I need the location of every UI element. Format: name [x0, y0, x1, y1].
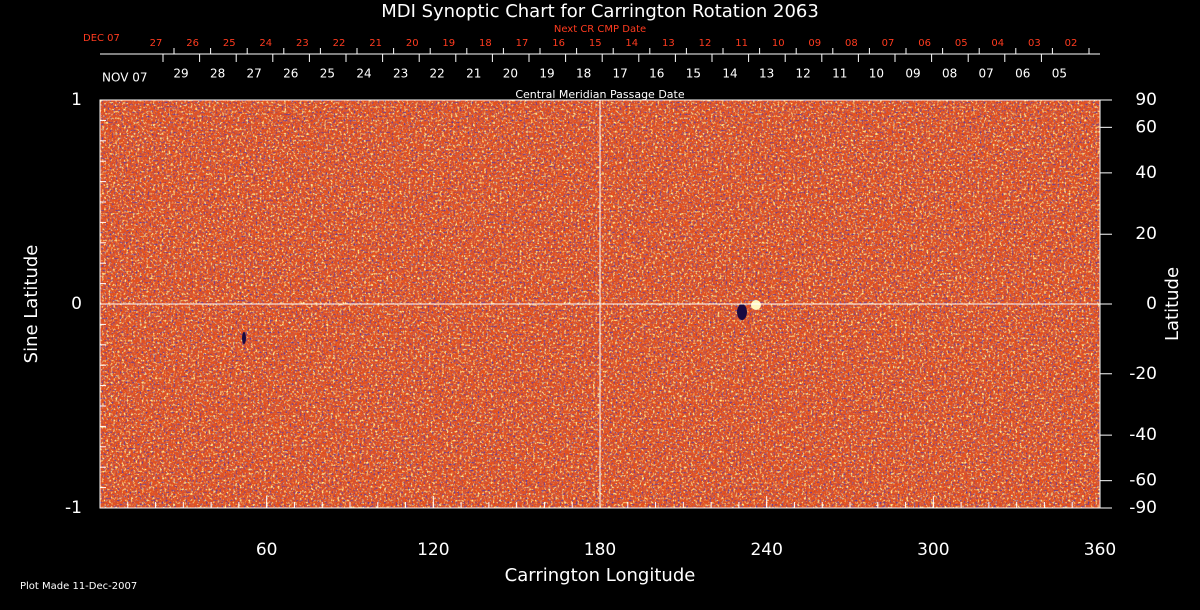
- next-cmp-day: 19: [442, 38, 455, 49]
- cmp-day: 22: [430, 67, 445, 81]
- y2-tick-label: 40: [1135, 163, 1157, 183]
- cmp-day: 06: [1015, 67, 1030, 81]
- cmp-day: 08: [942, 67, 957, 81]
- cmp-day: 05: [1052, 67, 1067, 81]
- next-cmp-day: 21: [369, 38, 382, 49]
- cmp-day: 18: [576, 67, 591, 81]
- cmp-day: 25: [320, 67, 335, 81]
- next-cmp-day: 04: [991, 38, 1004, 49]
- cmp-day: 23: [393, 67, 408, 81]
- next-cmp-day: 26: [186, 38, 199, 49]
- active-region: [737, 304, 747, 320]
- next-cmp-day: 07: [882, 38, 895, 49]
- next-cmp-day: 02: [1065, 38, 1078, 49]
- cmp-day: 19: [539, 67, 554, 81]
- cmp-day: 27: [247, 67, 262, 81]
- cmp-day: 26: [283, 67, 298, 81]
- next-cmp-day: 22: [333, 38, 346, 49]
- next-cmp-day: 17: [516, 38, 529, 49]
- cmp-month: NOV 07: [102, 71, 148, 85]
- next-cmp-day: 25: [223, 38, 236, 49]
- y2-tick-label: -20: [1129, 364, 1157, 384]
- next-cmp-day: 27: [150, 38, 163, 49]
- y2-tick-label: -60: [1129, 471, 1157, 491]
- next-cmp-day: 16: [552, 38, 565, 49]
- next-cmp-day: 08: [845, 38, 858, 49]
- next-cmp-title: Next CR CMP Date: [554, 24, 646, 35]
- next-cmp-day: 09: [808, 38, 821, 49]
- next-cmp-day: 03: [1028, 38, 1041, 49]
- cmp-day: 16: [649, 67, 664, 81]
- y-axis-title: Sine Latitude: [21, 245, 42, 364]
- x-tick-label: 60: [256, 540, 278, 560]
- cmp-day: 28: [210, 67, 225, 81]
- x-tick-label: 180: [584, 540, 616, 560]
- cmp-day: 11: [832, 67, 847, 81]
- x-axis-title: Carrington Longitude: [505, 565, 696, 586]
- cmp-day: 24: [356, 67, 371, 81]
- next-cmp-day: 12: [699, 38, 712, 49]
- cmp-day: 20: [503, 67, 518, 81]
- y2-tick-label: 20: [1135, 224, 1157, 244]
- cmp-day: 12: [796, 67, 811, 81]
- y-tick-label: 1: [71, 90, 82, 110]
- next-cmp-month: DEC 07: [83, 33, 120, 44]
- next-cmp-day: 15: [589, 38, 602, 49]
- y2-tick-label: 60: [1135, 117, 1157, 137]
- chart-title: MDI Synoptic Chart for Carrington Rotati…: [381, 1, 819, 22]
- x-tick-label: 120: [417, 540, 449, 560]
- next-cmp-day: 10: [772, 38, 785, 49]
- cmp-day: 15: [686, 67, 701, 81]
- y2-axis-title: Latitude: [1162, 267, 1183, 341]
- active-region: [242, 332, 246, 344]
- next-cmp-day: 23: [296, 38, 309, 49]
- next-cmp-day: 14: [625, 38, 638, 49]
- x-tick-label: 360: [1084, 540, 1116, 560]
- cmp-day: 14: [722, 67, 737, 81]
- next-cmp-day: 11: [735, 38, 748, 49]
- next-cmp-day: 24: [259, 38, 272, 49]
- cmp-day: 29: [173, 67, 188, 81]
- y2-tick-label: 0: [1146, 294, 1157, 314]
- next-cmp-day: 06: [918, 38, 931, 49]
- next-cmp-day: 13: [662, 38, 675, 49]
- cmp-day: 10: [869, 67, 884, 81]
- y-tick-label: -1: [65, 498, 82, 518]
- active-region: [751, 300, 761, 310]
- y2-tick-label: -40: [1129, 425, 1157, 445]
- y2-tick-label: -90: [1129, 498, 1157, 518]
- footnote: Plot Made 11-Dec-2007: [20, 581, 137, 592]
- x-tick-label: 240: [750, 540, 782, 560]
- next-cmp-day: 20: [406, 38, 419, 49]
- y-tick-label: 0: [71, 294, 82, 314]
- cmp-day: 13: [759, 67, 774, 81]
- cmp-day: 17: [613, 67, 628, 81]
- cmp-day: 09: [905, 67, 920, 81]
- cmp-day: 07: [979, 67, 994, 81]
- next-cmp-day: 18: [479, 38, 492, 49]
- cmp-day: 21: [466, 67, 481, 81]
- x-tick-label: 300: [917, 540, 949, 560]
- next-cmp-day: 05: [955, 38, 968, 49]
- y2-tick-label: 90: [1135, 90, 1157, 110]
- cmp-title: Central Meridian Passage Date: [515, 88, 684, 101]
